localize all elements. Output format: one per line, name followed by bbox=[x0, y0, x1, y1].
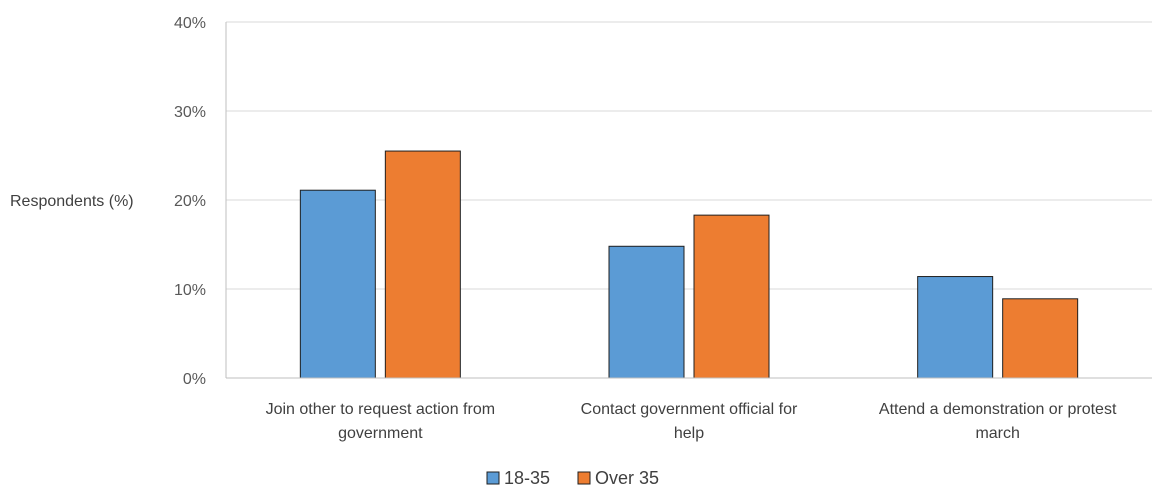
category-label: Contact government official for bbox=[581, 401, 798, 418]
category-label: Attend a demonstration or protest bbox=[879, 401, 1117, 418]
bar-over-35 bbox=[1002, 298, 1079, 379]
category-label: Join other to request action from bbox=[266, 401, 495, 418]
bar-over-35 bbox=[384, 150, 461, 379]
legend: 18-35 Over 35 bbox=[486, 468, 659, 488]
x-axis-category-labels: Join other to request action from governm… bbox=[266, 401, 1117, 442]
y-axis-tick-labels: 0% 10% 20% 30% 40% bbox=[174, 15, 206, 388]
bar-18-35 bbox=[608, 245, 685, 379]
bars bbox=[299, 150, 1079, 379]
category-label: help bbox=[674, 425, 704, 442]
bar-over-35 bbox=[693, 214, 770, 379]
category-label: march bbox=[975, 425, 1019, 442]
y-tick-label: 10% bbox=[174, 282, 206, 299]
y-tick-label: 0% bbox=[183, 371, 206, 388]
legend-label: Over 35 bbox=[595, 468, 659, 488]
bar-18-35 bbox=[917, 276, 994, 379]
y-tick-label: 30% bbox=[174, 104, 206, 121]
y-tick-label: 40% bbox=[174, 15, 206, 32]
gridlines bbox=[226, 21, 1152, 290]
bar-18-35 bbox=[299, 189, 376, 379]
legend-swatch bbox=[577, 471, 591, 485]
y-axis-label: Respondents (%) bbox=[10, 193, 134, 210]
y-tick-label: 20% bbox=[174, 193, 206, 210]
category-label: government bbox=[338, 425, 423, 442]
legend-label: 18-35 bbox=[504, 468, 550, 488]
legend-swatch bbox=[486, 471, 500, 485]
